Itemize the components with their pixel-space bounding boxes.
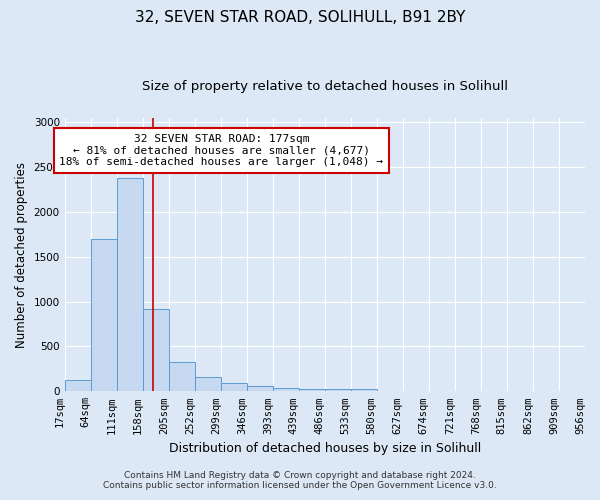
Bar xyxy=(143,309,169,392)
Bar xyxy=(325,389,350,392)
Bar xyxy=(65,380,91,392)
Bar xyxy=(221,383,247,392)
Text: 32 SEVEN STAR ROAD: 177sqm
← 81% of detached houses are smaller (4,677)
18% of s: 32 SEVEN STAR ROAD: 177sqm ← 81% of deta… xyxy=(59,134,383,167)
Bar xyxy=(117,178,143,392)
Y-axis label: Number of detached properties: Number of detached properties xyxy=(15,162,28,348)
Bar xyxy=(91,239,117,392)
Text: 32, SEVEN STAR ROAD, SOLIHULL, B91 2BY: 32, SEVEN STAR ROAD, SOLIHULL, B91 2BY xyxy=(135,10,465,25)
Bar xyxy=(247,386,273,392)
Bar xyxy=(299,388,325,392)
X-axis label: Distribution of detached houses by size in Solihull: Distribution of detached houses by size … xyxy=(169,442,481,455)
Bar xyxy=(169,362,195,392)
Bar xyxy=(350,388,377,392)
Text: Contains HM Land Registry data © Crown copyright and database right 2024.
Contai: Contains HM Land Registry data © Crown c… xyxy=(103,470,497,490)
Bar xyxy=(195,378,221,392)
Bar xyxy=(273,388,299,392)
Title: Size of property relative to detached houses in Solihull: Size of property relative to detached ho… xyxy=(142,80,508,93)
